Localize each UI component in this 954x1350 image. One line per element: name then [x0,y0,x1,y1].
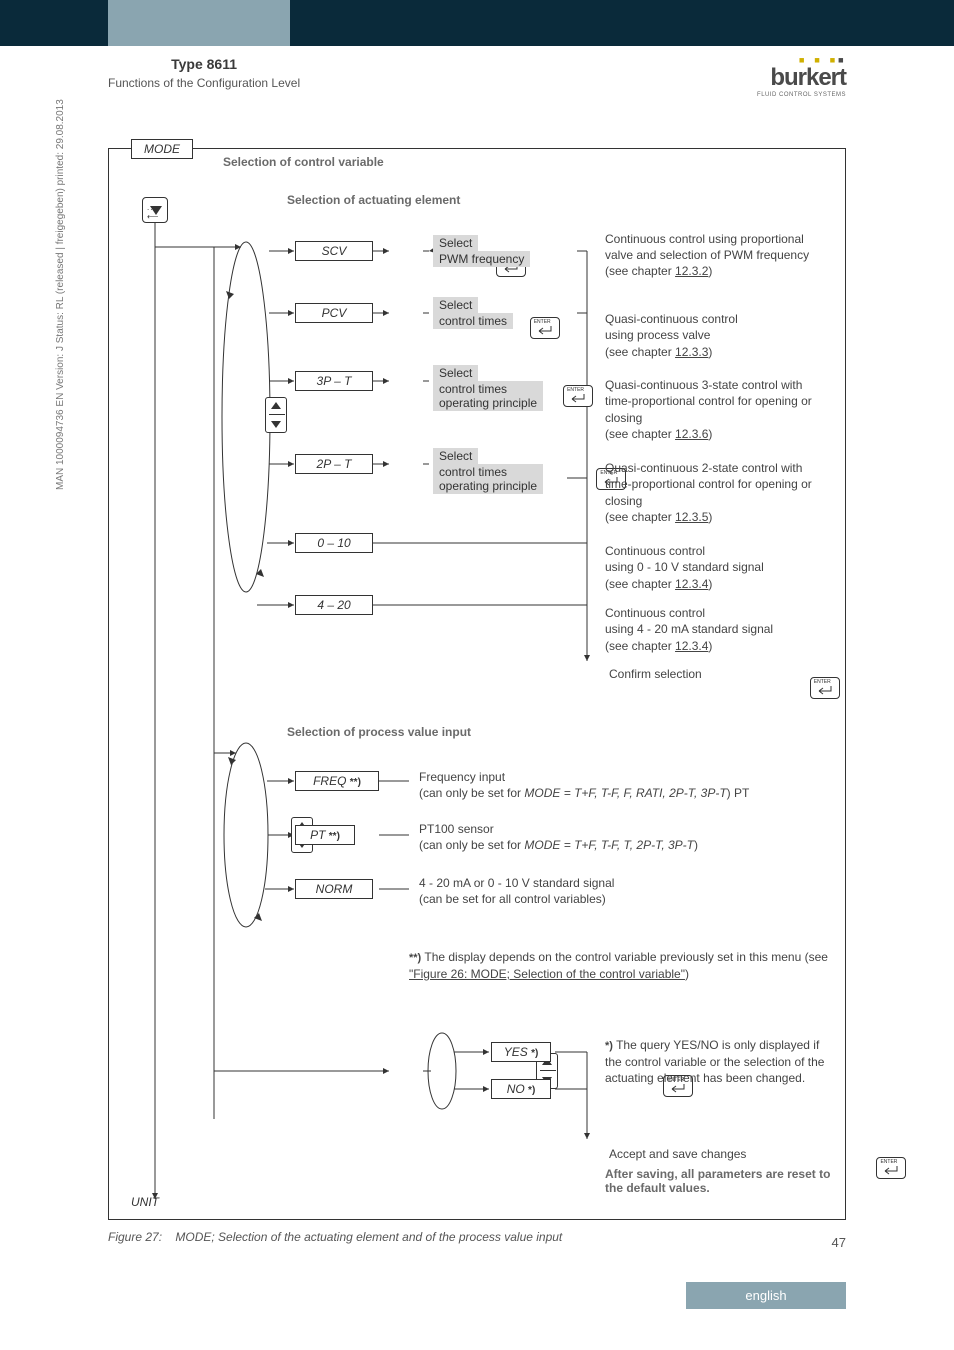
logo: ▪ ▪ ▪▪ burkert FLUID CONTROL SYSTEMS [757,56,846,98]
diagram: MODE [108,148,846,1220]
type-title: Type 8611 [108,56,300,72]
box-norm: NORM [295,879,373,899]
logo-name: burkert [757,64,846,92]
accept-label: Accept and save changes [609,1146,746,1162]
footnote-1: *) The query YES/NO is only displayed if… [605,1037,831,1086]
desc-3pt: Quasi-continuous 3-state control with ti… [605,361,831,442]
figure-caption: Figure 27: MODE; Selection of the actuat… [108,1230,846,1244]
box-no: NO *) [491,1079,551,1099]
box-scv: SCV [295,241,373,261]
box-freq: FREQ **) [295,771,379,791]
select-head-scv: Select [433,235,478,251]
enter-icon [530,317,560,339]
unit-label: UNIT [131,1195,159,1209]
reset-note: After saving, all parameters are reset t… [605,1167,831,1195]
down-icon: .... ⟵ [142,197,168,223]
select-body-3pt: control times operating principle [433,381,543,411]
desc-2pt: Quasi-continuous 2-state control with ti… [605,444,831,525]
box-420: 4 – 20 [295,595,373,615]
enter-icon-accept [876,1157,906,1179]
page-header: Type 8611 Functions of the Configuration… [0,46,954,98]
section1-title: Selection of control variable [223,155,384,169]
select-head-pcv: Select [433,297,478,313]
page-number: 47 [832,1235,846,1250]
footnote-2: **) The display depends on the control v… [409,949,829,982]
mode-tag: MODE [131,139,193,159]
select-body-2pt: control times operating principle [433,464,543,494]
desc-420: Continuous control using 4 - 20 mA stand… [605,589,827,654]
desc-010: Continuous control using 0 - 10 V standa… [605,527,827,592]
updown-icon [265,397,287,433]
desc-scv: Continuous control using proportional va… [605,231,827,280]
box-010: 0 – 10 [295,533,373,553]
enter-icon [563,385,593,407]
topbar-tab [108,0,290,46]
box-2pt: 2P – T [295,454,373,474]
desc-pt: PT100 sensor (can only be set for MODE =… [419,821,829,853]
select-head-2pt: Select [433,448,478,464]
section2-title: Selection of actuating element [287,193,460,207]
box-yes: YES *) [491,1042,551,1062]
enter-icon-confirm [810,677,840,699]
desc-norm: 4 - 20 mA or 0 - 10 V standard signal (c… [419,875,829,907]
box-3pt: 3P – T [295,371,373,391]
topbar [0,0,954,46]
desc-freq: Frequency input (can only be set for MOD… [419,769,829,801]
box-pcv: PCV [295,303,373,323]
section3-title: Selection of process value input [287,725,471,739]
select-head-3pt: Select [433,365,478,381]
desc-pcv: Quasi-continuous control using process v… [605,295,827,360]
select-body-pcv: control times [433,313,513,329]
box-pt: PT **) [295,825,355,845]
header-subtitle: Functions of the Configuration Level [108,76,300,90]
confirm-label: Confirm selection [609,666,702,682]
select-body-scv: PWM frequency [433,251,530,267]
language-footer: english [686,1282,846,1309]
